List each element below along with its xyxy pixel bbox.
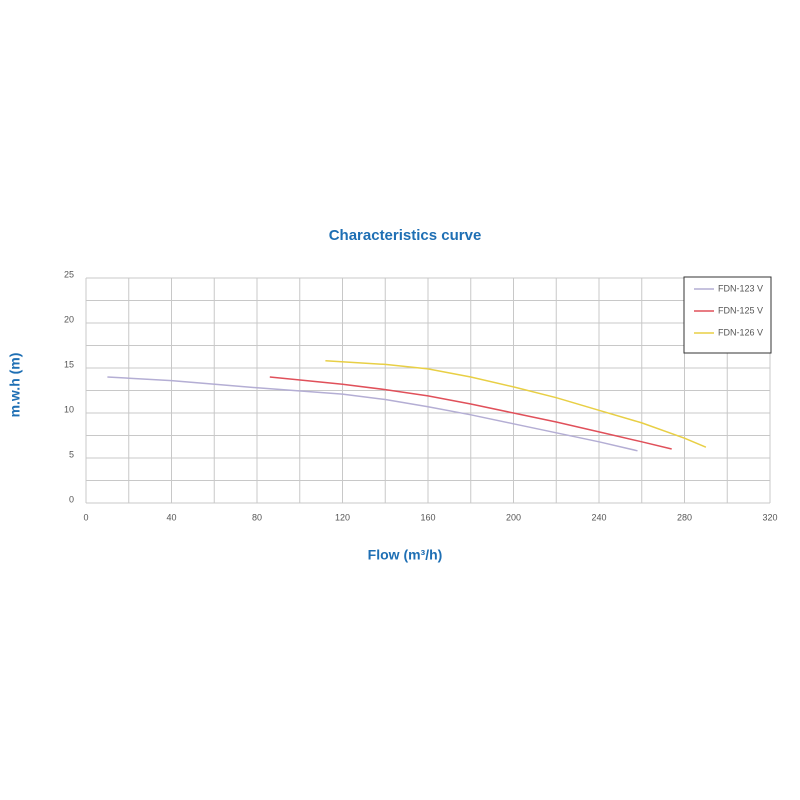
legend-label: FDN-126 V [718, 327, 763, 337]
x-tick-label: 240 [591, 512, 606, 522]
y-tick-label: 0 [69, 494, 74, 504]
y-tick-label: 5 [69, 449, 74, 459]
y-tick-label: 25 [64, 269, 74, 279]
x-tick-label: 0 [83, 512, 88, 522]
x-tick-label: 160 [420, 512, 435, 522]
y-tick-label: 10 [64, 404, 74, 414]
series-line [269, 376, 672, 450]
y-tick-label: 15 [64, 359, 74, 369]
y-tick-label: 20 [64, 314, 74, 324]
x-tick-label: 80 [252, 512, 262, 522]
series-line [107, 376, 638, 452]
legend-label: FDN-123 V [718, 283, 763, 293]
x-tick-label: 40 [166, 512, 176, 522]
x-axis-label: Flow (m³/h) [368, 547, 443, 563]
legend-label: FDN-125 V [718, 305, 763, 315]
x-tick-label: 320 [762, 512, 777, 522]
y-axis-label: m.w.h (m) [7, 353, 23, 418]
chart-title: Characteristics curve [329, 227, 482, 244]
x-tick-label: 200 [506, 512, 521, 522]
x-tick-label: 120 [335, 512, 350, 522]
series-line [325, 360, 707, 448]
x-tick-label: 280 [677, 512, 692, 522]
